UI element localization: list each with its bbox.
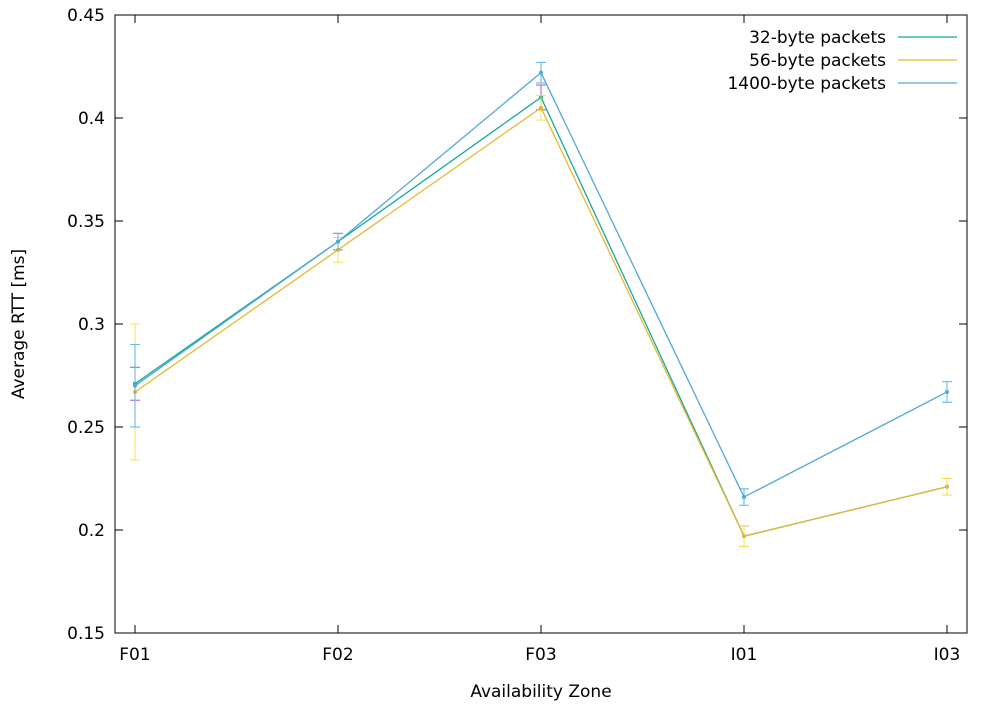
y-tick-label: 0.45 [67,6,105,26]
y-axis: 0.15 0.2 0.25 0.3 0.35 0.4 0.45 [67,6,967,644]
y-tick-label: 0.25 [67,418,105,438]
legend-label: 1400-byte packets [727,74,886,94]
y-tick-label: 0.15 [67,624,105,644]
data-point [539,105,543,110]
y-tick-label: 0.35 [67,212,105,232]
series-line [134,96,948,537]
series-line [134,106,948,537]
data-point [945,484,949,489]
data-point [336,239,340,244]
y-tick-label: 0.4 [78,109,105,129]
x-tick-label: F01 [119,645,150,665]
y-tick-label: 0.3 [78,315,105,335]
legend-label: 56-byte packets [749,51,886,71]
series-3 [130,61,952,506]
data-point [742,495,746,500]
series-2 [130,94,952,547]
x-tick-label: I03 [934,645,961,665]
x-tick-label: F03 [525,645,556,665]
data-point [133,383,137,388]
data-point [742,534,746,539]
legend-label: 32-byte packets [749,28,886,48]
x-axis: F01 F02 F03 I01 I03 [119,15,960,665]
series-layer [130,61,952,547]
series-1 [130,84,952,547]
x-tick-label: I01 [731,645,758,665]
y-axis-title: Average RTT [ms] [9,249,29,399]
series-line [134,71,948,498]
x-axis-title: Availability Zone [470,682,611,702]
x-tick-label: F02 [322,645,353,665]
y-tick-label: 0.2 [78,521,105,541]
data-point [539,70,543,75]
data-point [945,389,949,394]
legend: 32-byte packets 56-byte packets 1400-byte … [727,28,957,94]
